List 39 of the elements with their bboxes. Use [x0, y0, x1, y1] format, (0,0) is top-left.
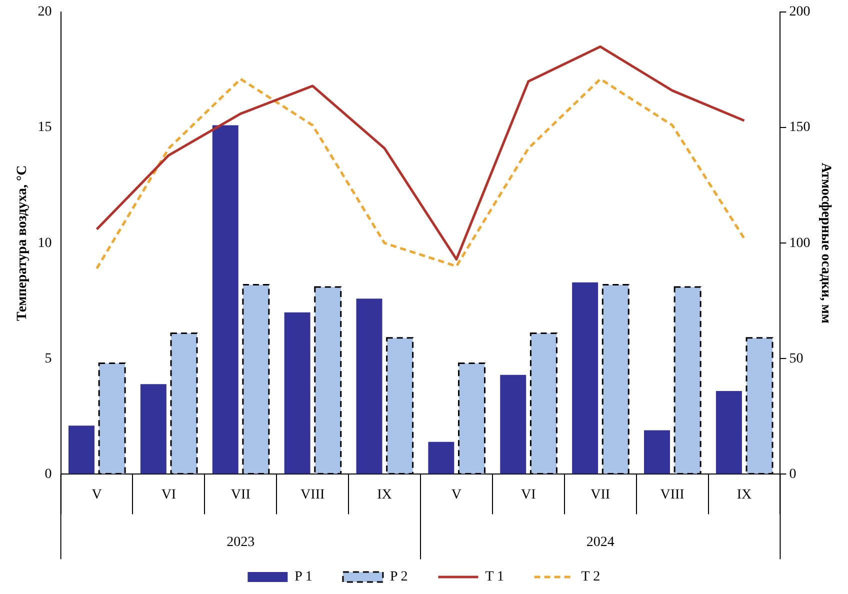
- legend-label: P 2: [390, 570, 408, 585]
- y-tick-label: 15: [38, 120, 52, 136]
- y2-axis-title: Атмосферные осадки, мм: [818, 162, 833, 324]
- y2-tick-label: 0: [789, 466, 796, 482]
- bar: [140, 384, 166, 474]
- x-tick-label: VIII: [300, 487, 325, 502]
- x-tick-label: VI: [161, 487, 176, 502]
- x-tick-label: VII: [230, 487, 251, 502]
- y-tick-label: 20: [38, 4, 52, 20]
- x-tick-label: V: [92, 487, 102, 502]
- x-tick-label: VI: [521, 487, 536, 502]
- y2-tick-label: 100: [789, 236, 810, 251]
- y2-tick-label: 200: [789, 4, 810, 20]
- x-tick-label: IX: [377, 487, 392, 502]
- bar: [284, 312, 310, 474]
- y2-tick-label: 150: [789, 120, 810, 136]
- y-tick-label: 10: [38, 236, 52, 251]
- text: 2024: [586, 534, 614, 550]
- y2-tick-label: 50: [789, 351, 804, 366]
- x-tick-label: V: [451, 487, 462, 502]
- x-tick-label: VIII: [660, 487, 685, 502]
- bar: [68, 426, 94, 474]
- text: 2023: [226, 534, 255, 550]
- y-tick-label: 5: [44, 351, 52, 366]
- x-tick-label: IX: [736, 487, 752, 502]
- bar: [356, 298, 382, 474]
- bar: [644, 430, 670, 474]
- bar: [212, 125, 238, 474]
- bar: [428, 442, 454, 474]
- y-tick-label: 0: [44, 466, 52, 482]
- bar: [500, 374, 526, 474]
- bar: [716, 391, 742, 474]
- bar: [572, 282, 598, 474]
- line-series: [96, 78, 746, 270]
- x-tick-label: VII: [590, 487, 610, 502]
- legend-label: P 1: [294, 570, 312, 585]
- legend-label: T 1: [485, 570, 504, 585]
- y-axis-title: Температура воздуха, °C: [15, 165, 30, 321]
- legend-label: T 2: [581, 570, 600, 585]
